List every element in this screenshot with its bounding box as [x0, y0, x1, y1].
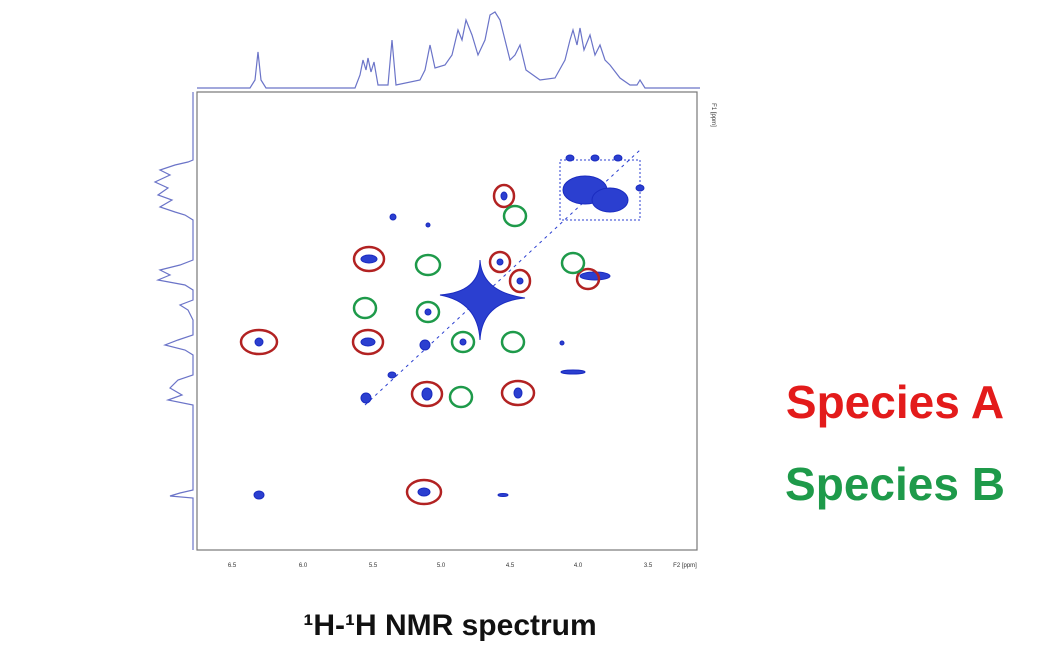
- legend-species-b: Species B: [785, 458, 1005, 510]
- left-projection: [153, 92, 194, 550]
- x-tick-label: 5.0: [437, 563, 446, 569]
- x-axis-labels: 6.5 6.0 5.5 5.0 4.5 4.0 3.5: [228, 563, 653, 569]
- legend-species-a: Species A: [786, 376, 1004, 428]
- top-projection: [197, 11, 700, 89]
- plot-frame: [196, 91, 698, 551]
- x-axis-unit: F2 [ppm]: [673, 563, 697, 569]
- caption: ¹H-¹H NMR spectrum: [303, 609, 596, 642]
- species-a-circles: [239, 183, 601, 506]
- x-tick-label: 5.5: [369, 563, 378, 569]
- x-tick-label: 4.5: [506, 563, 515, 569]
- x-tick-label: 6.0: [299, 563, 308, 569]
- x-tick-label: 3.5: [644, 563, 653, 569]
- y-axis-unit: F1 [ppm]: [710, 103, 716, 127]
- species-b-circles: [352, 204, 586, 409]
- x-tick-label: 6.5: [228, 563, 237, 569]
- cross-peaks: [253, 149, 645, 500]
- x-tick-label: 4.0: [574, 563, 583, 569]
